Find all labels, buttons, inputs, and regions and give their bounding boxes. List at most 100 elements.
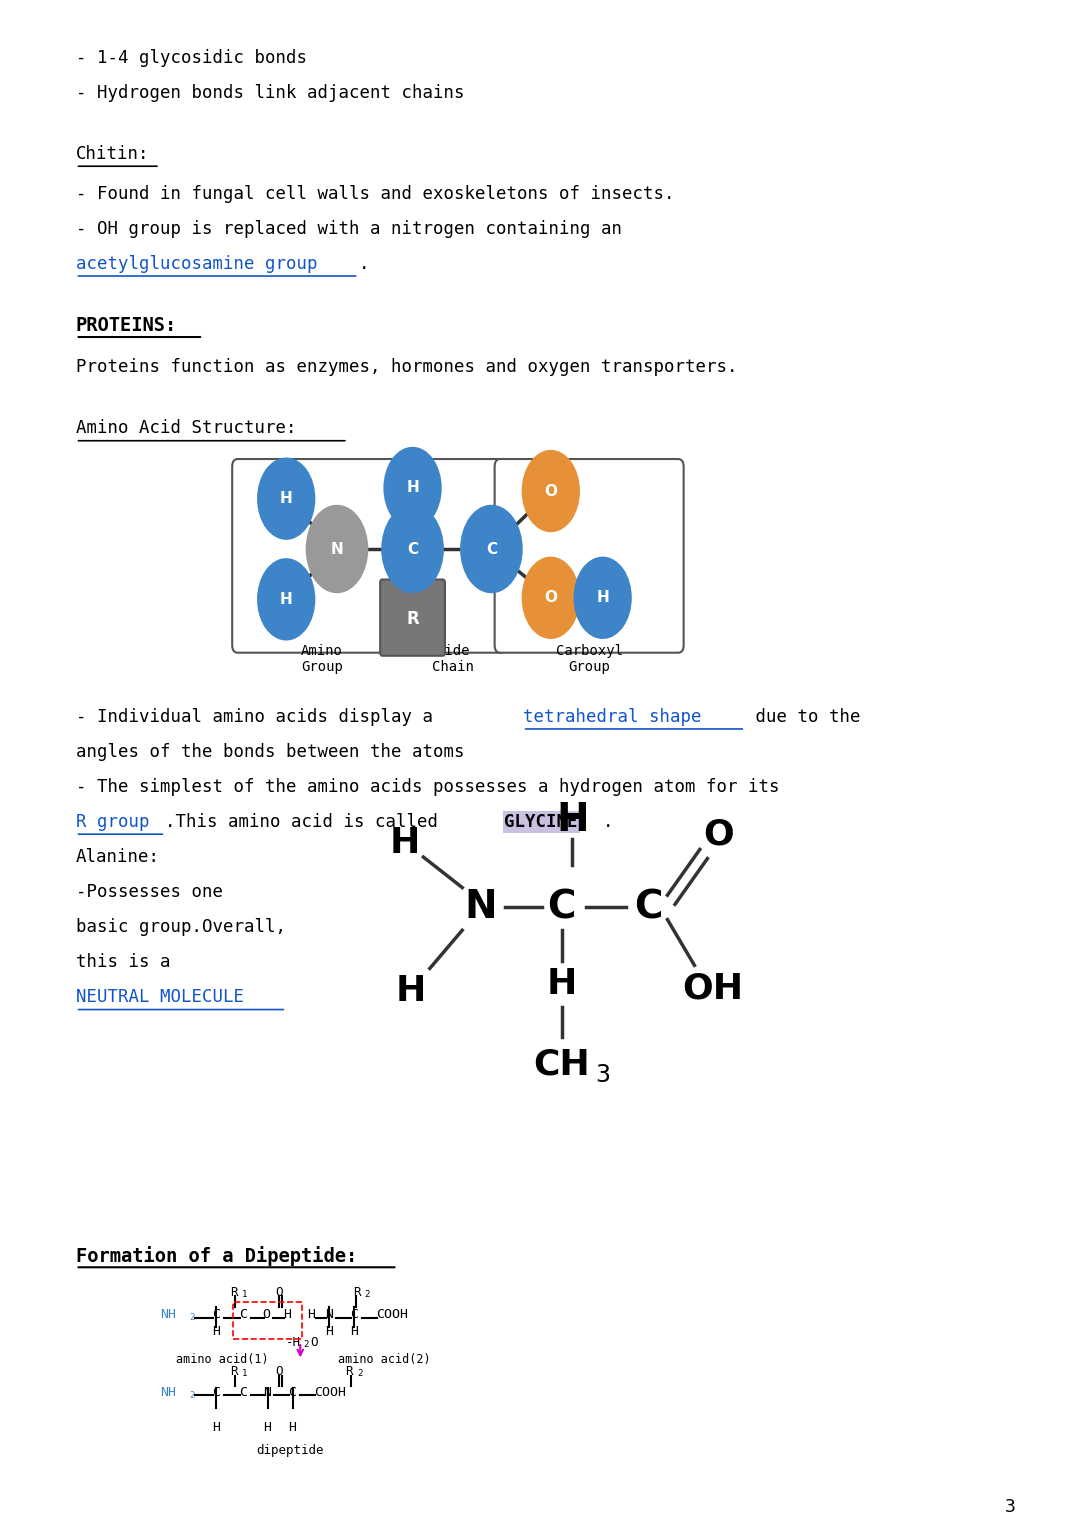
Text: COOH: COOH bbox=[376, 1308, 408, 1322]
Text: O: O bbox=[310, 1336, 318, 1350]
Text: H: H bbox=[307, 1308, 314, 1322]
Text: 3: 3 bbox=[1004, 1498, 1015, 1516]
Text: angles of the bonds between the atoms: angles of the bonds between the atoms bbox=[76, 743, 464, 761]
Text: 1: 1 bbox=[242, 1290, 247, 1299]
Text: C: C bbox=[548, 889, 576, 926]
Text: 2: 2 bbox=[364, 1290, 369, 1299]
Text: O: O bbox=[275, 1286, 283, 1299]
Text: - Found in fungal cell walls and exoskeletons of insects.: - Found in fungal cell walls and exoskel… bbox=[76, 185, 674, 203]
FancyBboxPatch shape bbox=[380, 580, 445, 656]
Text: H: H bbox=[264, 1421, 271, 1435]
Circle shape bbox=[257, 458, 315, 540]
Text: O: O bbox=[262, 1308, 270, 1322]
Text: - The simplest of the amino acids possesses a hydrogen atom for its: - The simplest of the amino acids posses… bbox=[76, 778, 779, 796]
Text: H: H bbox=[280, 491, 293, 506]
Text: H: H bbox=[406, 480, 419, 496]
Text: GLYCINE: GLYCINE bbox=[504, 813, 578, 831]
Text: H: H bbox=[546, 967, 577, 1000]
Text: C: C bbox=[212, 1308, 219, 1322]
Text: due to the: due to the bbox=[745, 708, 861, 726]
Text: H: H bbox=[596, 590, 609, 605]
Text: Side
Chain: Side Chain bbox=[432, 644, 473, 674]
Text: CH: CH bbox=[534, 1048, 590, 1081]
Text: -H: -H bbox=[286, 1336, 301, 1350]
Text: N: N bbox=[464, 889, 497, 926]
Text: H: H bbox=[390, 827, 420, 860]
Text: .: . bbox=[603, 813, 613, 831]
Text: C: C bbox=[634, 889, 662, 926]
Text: H: H bbox=[212, 1325, 219, 1339]
Circle shape bbox=[460, 505, 523, 593]
Text: C: C bbox=[239, 1386, 246, 1400]
Text: .: . bbox=[359, 255, 369, 273]
Text: H: H bbox=[212, 1421, 219, 1435]
Text: H: H bbox=[395, 974, 426, 1008]
FancyBboxPatch shape bbox=[232, 459, 410, 653]
Text: NH: NH bbox=[160, 1308, 176, 1322]
Text: -Possesses one: -Possesses one bbox=[76, 883, 222, 901]
Text: - OH group is replaced with a nitrogen containing an: - OH group is replaced with a nitrogen c… bbox=[76, 220, 622, 238]
Text: R group: R group bbox=[76, 813, 149, 831]
Circle shape bbox=[522, 557, 580, 639]
Circle shape bbox=[383, 447, 442, 529]
Text: C: C bbox=[288, 1386, 296, 1400]
Text: N: N bbox=[264, 1386, 271, 1400]
Text: H: H bbox=[288, 1421, 296, 1435]
Text: H: H bbox=[556, 802, 589, 839]
Text: 2: 2 bbox=[303, 1340, 309, 1350]
Text: 2: 2 bbox=[189, 1313, 194, 1322]
Text: H: H bbox=[283, 1308, 291, 1322]
Text: H: H bbox=[350, 1325, 357, 1339]
Text: O: O bbox=[275, 1365, 283, 1379]
Text: Chitin:: Chitin: bbox=[76, 145, 149, 163]
FancyBboxPatch shape bbox=[400, 459, 505, 653]
Text: O: O bbox=[544, 590, 557, 605]
Text: Alanine:: Alanine: bbox=[76, 848, 160, 866]
Circle shape bbox=[257, 558, 315, 640]
Text: Amino
Group: Amino Group bbox=[301, 644, 342, 674]
Text: R: R bbox=[353, 1286, 361, 1299]
Text: 2: 2 bbox=[189, 1391, 194, 1400]
Text: Proteins function as enzymes, hormones and oxygen transporters.: Proteins function as enzymes, hormones a… bbox=[76, 358, 737, 377]
Text: amino acid(2): amino acid(2) bbox=[338, 1353, 431, 1366]
Text: NEUTRAL MOLECULE: NEUTRAL MOLECULE bbox=[76, 988, 244, 1007]
Circle shape bbox=[522, 450, 580, 532]
Text: R: R bbox=[230, 1286, 238, 1299]
Text: tetrahedral shape: tetrahedral shape bbox=[523, 708, 701, 726]
Text: R: R bbox=[406, 610, 419, 628]
Text: dipeptide: dipeptide bbox=[256, 1444, 324, 1458]
Text: O: O bbox=[544, 483, 557, 499]
Circle shape bbox=[306, 505, 368, 593]
Text: C: C bbox=[486, 541, 497, 557]
Text: C: C bbox=[407, 541, 418, 557]
Text: amino acid(1): amino acid(1) bbox=[176, 1353, 269, 1366]
Text: - Hydrogen bonds link adjacent chains: - Hydrogen bonds link adjacent chains bbox=[76, 84, 464, 102]
Text: H: H bbox=[280, 592, 293, 607]
Text: this is a: this is a bbox=[76, 953, 171, 971]
Text: Formation of a Dipeptide:: Formation of a Dipeptide: bbox=[76, 1246, 356, 1266]
Text: O: O bbox=[703, 817, 733, 851]
Text: R: R bbox=[346, 1365, 353, 1379]
Text: Amino Acid Structure:: Amino Acid Structure: bbox=[76, 419, 296, 438]
Text: C: C bbox=[212, 1386, 219, 1400]
Text: COOH: COOH bbox=[314, 1386, 347, 1400]
Text: C: C bbox=[239, 1308, 246, 1322]
Text: 1: 1 bbox=[242, 1369, 247, 1379]
Text: .This amino acid is called: .This amino acid is called bbox=[165, 813, 449, 831]
Text: OH: OH bbox=[683, 971, 743, 1005]
Text: 2: 2 bbox=[357, 1369, 363, 1379]
Text: R: R bbox=[230, 1365, 238, 1379]
Text: NH: NH bbox=[160, 1386, 176, 1400]
Text: Carboxyl
Group: Carboxyl Group bbox=[556, 644, 623, 674]
FancyBboxPatch shape bbox=[495, 459, 684, 653]
Text: 3: 3 bbox=[595, 1063, 610, 1087]
Circle shape bbox=[573, 557, 632, 639]
Text: acetylglucosamine group: acetylglucosamine group bbox=[76, 255, 318, 273]
Text: basic group.Overall,: basic group.Overall, bbox=[76, 918, 285, 936]
Text: N: N bbox=[330, 541, 343, 557]
Text: N: N bbox=[325, 1308, 333, 1322]
Text: - 1-4 glycosidic bonds: - 1-4 glycosidic bonds bbox=[76, 49, 307, 67]
Text: C: C bbox=[350, 1308, 357, 1322]
Text: - Individual amino acids display a: - Individual amino acids display a bbox=[76, 708, 443, 726]
Text: PROTEINS:: PROTEINS: bbox=[76, 316, 177, 334]
